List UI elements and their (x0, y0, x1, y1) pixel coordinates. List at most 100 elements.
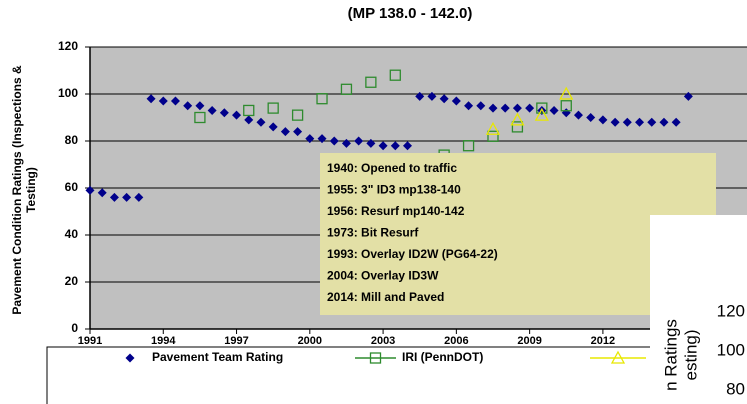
point (194, 111, 206, 124)
point (462, 140, 475, 152)
point (243, 104, 255, 117)
point (476, 101, 486, 111)
y-tick-label: 80 (65, 133, 79, 147)
point (390, 141, 400, 151)
point (573, 110, 583, 120)
point (85, 185, 95, 195)
point (511, 121, 524, 133)
y-axis-label: Pavement Condition Ratings (Inspections … (10, 65, 38, 315)
x-tick-label: 2000 (298, 335, 322, 347)
point (549, 105, 559, 115)
point (341, 138, 351, 148)
y-axis-label-line: Testing) (24, 167, 38, 213)
point (525, 103, 535, 113)
annotation-line: 1940: Opened to traffic (327, 161, 457, 175)
point (427, 91, 437, 101)
annotation-line: 1973: Bit Resurf (327, 226, 419, 240)
legend-label: IRI (PennDOT) (402, 350, 483, 364)
annotation-line: 1955: 3" ID3 mp138-140 (327, 183, 461, 197)
point (170, 96, 180, 106)
point (267, 102, 279, 114)
y-tick-label: 40 (65, 227, 79, 241)
overlay-tick-label: 100 (717, 340, 745, 359)
point (232, 110, 242, 120)
point (109, 192, 119, 202)
point (451, 96, 461, 106)
point (317, 134, 327, 144)
point (464, 101, 474, 111)
x-tick-label: 1994 (151, 335, 176, 347)
legend-label: Pavement Team Rating (152, 350, 283, 364)
point (329, 136, 339, 146)
x-tick-label: 2006 (444, 335, 468, 347)
x-tick-label: 1997 (224, 335, 248, 347)
point (280, 127, 290, 137)
point (415, 91, 425, 101)
point (183, 101, 193, 111)
y-tick-label: 20 (65, 274, 79, 288)
point (378, 141, 388, 151)
point (500, 103, 510, 113)
point (97, 188, 107, 198)
legend-marker (610, 350, 626, 364)
point (485, 121, 501, 135)
point (536, 102, 548, 114)
overlay-panel (650, 215, 747, 404)
legend-box (46, 346, 747, 404)
point (354, 136, 364, 146)
point (244, 115, 254, 125)
y-tick-label: 120 (58, 39, 78, 53)
point (559, 86, 574, 100)
chart-title: (MP 138.0 - 142.0) (348, 5, 473, 22)
point (598, 115, 608, 125)
point (158, 96, 168, 106)
overlay-tick-label: 80 (726, 379, 745, 398)
annotation-line: 2014: Mill and Paved (327, 290, 444, 304)
point (659, 117, 669, 127)
point (219, 108, 229, 118)
point (268, 122, 278, 132)
point (365, 76, 377, 88)
point (647, 117, 657, 127)
annotation-line: 1993: Overlay ID2W (PG64-22) (327, 247, 498, 261)
point (610, 117, 620, 127)
point (366, 138, 376, 148)
x-tick-label: 2003 (371, 335, 395, 347)
x-tick-label: 2009 (517, 335, 541, 347)
x-tick-label: 2012 (591, 335, 615, 347)
point (293, 127, 303, 137)
point (488, 103, 498, 113)
legend-marker (369, 352, 382, 364)
legend-marker (125, 353, 135, 363)
y-axis-label-line: Pavement Condition Ratings (Inspections … (10, 65, 24, 315)
overlay-axis-label: n Ratings esting) (661, 319, 700, 391)
y-tick-label: 60 (65, 180, 79, 194)
annotation-line: 1956: Resurf mp140-142 (327, 204, 465, 218)
point (316, 93, 328, 105)
point (560, 100, 572, 112)
point (635, 117, 645, 127)
point (403, 141, 413, 151)
point (389, 69, 401, 81)
point (207, 105, 217, 115)
point (439, 94, 449, 104)
point (512, 103, 522, 113)
point (487, 130, 499, 142)
point (510, 112, 525, 126)
point (683, 91, 693, 101)
y-tick-label: 100 (58, 86, 78, 100)
point (586, 113, 596, 122)
annotation-line: 2004: Overlay ID3W (327, 269, 439, 283)
point (534, 107, 549, 121)
point (671, 117, 681, 127)
point (340, 83, 353, 95)
overlay-chart: n Ratings esting) 120 100 80 (650, 215, 747, 404)
point (256, 117, 266, 127)
point (305, 134, 315, 144)
point (195, 101, 205, 111)
point (146, 94, 156, 104)
overlay-axis-label-line: esting) (681, 329, 700, 380)
point (622, 117, 632, 127)
